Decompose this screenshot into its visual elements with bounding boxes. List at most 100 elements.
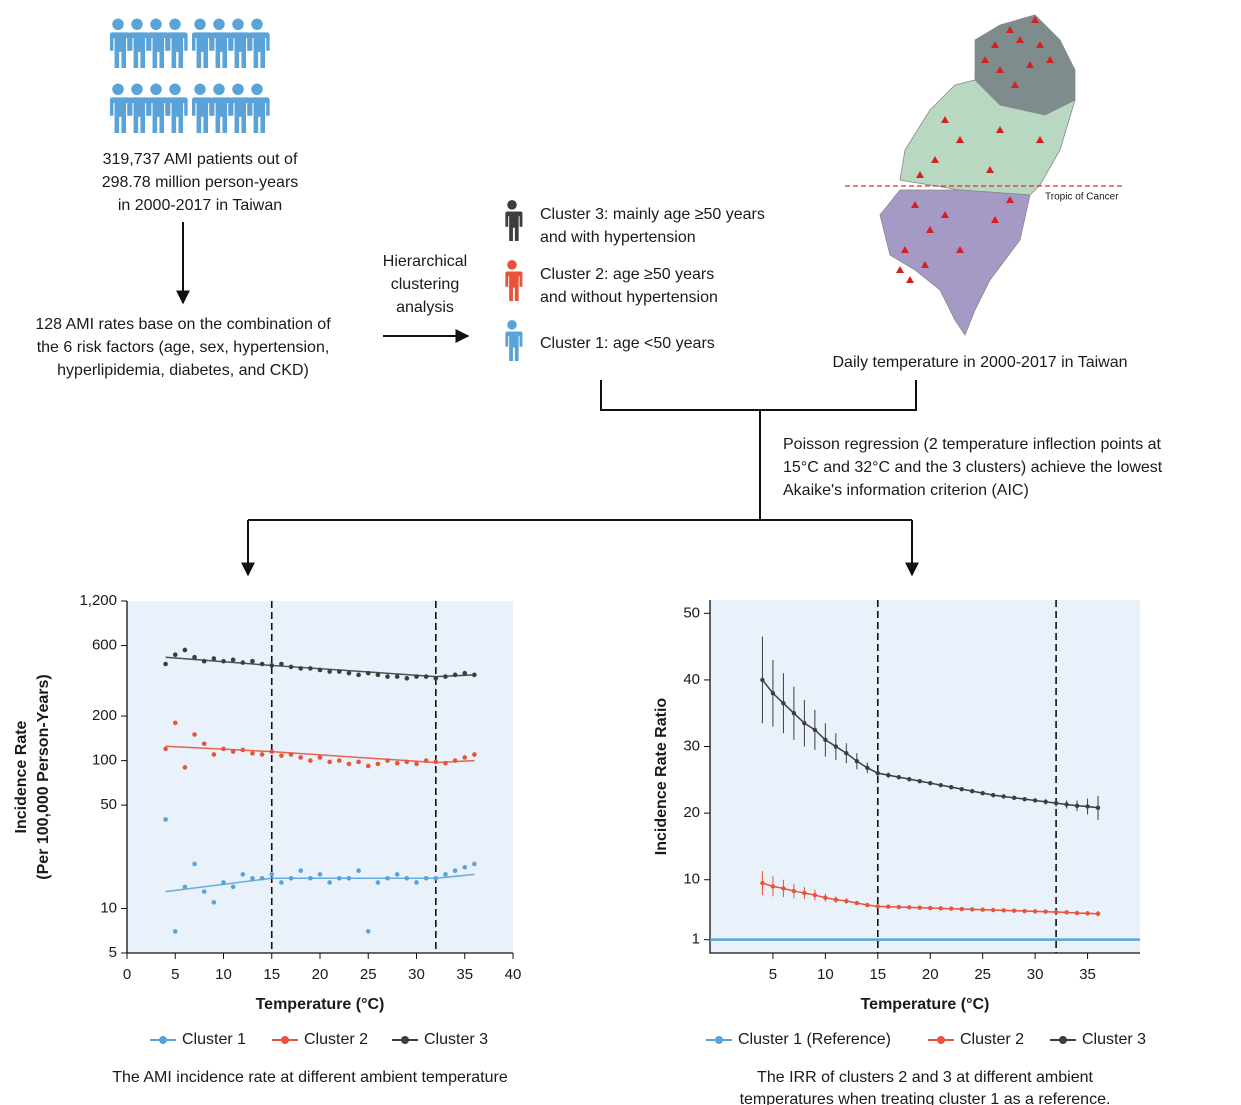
y-axis-label: Incidence Rate: [13, 720, 30, 833]
data-point: [1054, 801, 1058, 805]
person-icon: [165, 84, 188, 133]
y-tick-label: 10: [683, 871, 700, 888]
y-tick-label: 1: [692, 931, 700, 948]
data-point: [376, 762, 381, 767]
data-point: [173, 721, 178, 726]
data-point: [823, 738, 827, 742]
data-point: [202, 741, 207, 746]
rates-caption: 128 AMI rates base on the combination of: [35, 316, 331, 333]
map-label: Tropic of Cancer: [1045, 192, 1119, 203]
regression-text: 15°C and 32°C and the 3 clusters) achiev…: [783, 459, 1163, 476]
data-point: [192, 862, 197, 867]
data-point: [366, 764, 371, 769]
data-point: [356, 868, 361, 873]
data-point: [212, 900, 217, 905]
data-point: [939, 783, 943, 787]
cluster-text: Cluster 1: age <50 years: [540, 335, 715, 352]
data-point: [897, 775, 901, 779]
data-point: [970, 907, 974, 911]
person-icon: [228, 84, 251, 133]
data-point: [1075, 911, 1079, 915]
y-tick-label: 20: [683, 804, 700, 821]
data-point: [865, 766, 869, 770]
data-point: [356, 673, 361, 678]
data-point: [1085, 804, 1089, 808]
data-point: [202, 889, 207, 894]
y-tick-label: 10: [100, 899, 117, 916]
data-point: [834, 744, 838, 748]
rates-caption: hyperlipidemia, diabetes, and CKD): [57, 362, 309, 379]
map-caption: Daily temperature in 2000-2017 in Taiwan: [833, 354, 1128, 371]
y-tick-label: 1,200: [79, 592, 117, 609]
data-point: [183, 648, 188, 653]
y-tick-label: 40: [683, 671, 700, 688]
person-icon: [108, 84, 131, 133]
regression-text: Poisson regression (2 temperature inflec…: [783, 436, 1162, 453]
y-tick-label: 200: [92, 707, 117, 724]
data-point: [991, 908, 995, 912]
regression-text: Akaike's information criterion (AIC): [783, 482, 1029, 499]
method-label: clustering: [391, 276, 459, 293]
data-point: [1096, 912, 1100, 916]
data-point: [250, 751, 255, 756]
person-icon: [108, 19, 131, 68]
legend-swatch: [401, 1036, 409, 1044]
data-point: [865, 903, 869, 907]
data-point: [792, 711, 796, 715]
person-icon: [127, 84, 150, 133]
data-point: [1012, 796, 1016, 800]
data-point: [462, 865, 467, 870]
data-point: [376, 880, 381, 885]
person-icon: [165, 19, 188, 68]
patients-caption: 298.78 million person-years: [102, 174, 299, 191]
x-tick-label: 20: [312, 966, 329, 983]
person-icon: [127, 19, 150, 68]
data-point: [1075, 804, 1079, 808]
person-icon: [190, 19, 213, 68]
data-point: [886, 773, 890, 777]
y-tick-label: 600: [92, 636, 117, 653]
station: [896, 266, 904, 273]
data-point: [886, 905, 890, 909]
data-point: [279, 753, 284, 758]
x-tick-label: 15: [263, 966, 280, 983]
x-tick-label: 10: [817, 966, 834, 983]
y-tick-label: 100: [92, 752, 117, 769]
data-point: [1012, 909, 1016, 913]
data-point: [960, 787, 964, 791]
method-label: analysis: [396, 299, 454, 316]
person-icon: [228, 19, 251, 68]
data-point: [1033, 909, 1037, 913]
data-point: [991, 793, 995, 797]
data-point: [907, 905, 911, 909]
legend-label: Cluster 3: [1082, 1031, 1146, 1048]
person-icon: [146, 84, 169, 133]
data-point: [781, 886, 785, 890]
data-point: [918, 906, 922, 910]
x-tick-label: 15: [869, 966, 886, 983]
cluster-icon: [503, 320, 522, 361]
data-point: [192, 732, 197, 737]
y-tick-label: 5: [109, 944, 117, 961]
x-tick-label: 25: [360, 966, 377, 983]
data-point: [395, 674, 400, 679]
cluster-text: Cluster 2: age ≥50 years: [540, 266, 714, 283]
data-point: [318, 755, 323, 760]
data-point: [792, 889, 796, 893]
chart-caption: The IRR of clusters 2 and 3 at different…: [757, 1069, 1093, 1086]
person-icon: [247, 19, 270, 68]
person-icon: [190, 84, 213, 133]
data-point: [760, 678, 764, 682]
data-point: [337, 758, 342, 763]
data-point: [802, 721, 806, 725]
legend-label: Cluster 1 (Reference): [738, 1031, 891, 1048]
data-point: [327, 880, 332, 885]
data-point: [1064, 910, 1068, 914]
data-point: [327, 760, 332, 765]
x-tick-label: 0: [123, 966, 131, 983]
data-point: [855, 901, 859, 905]
data-point: [405, 676, 410, 681]
data-point: [834, 898, 838, 902]
person-icon: [247, 84, 270, 133]
y-axis-label: Incidence Rate Ratio: [653, 698, 670, 856]
